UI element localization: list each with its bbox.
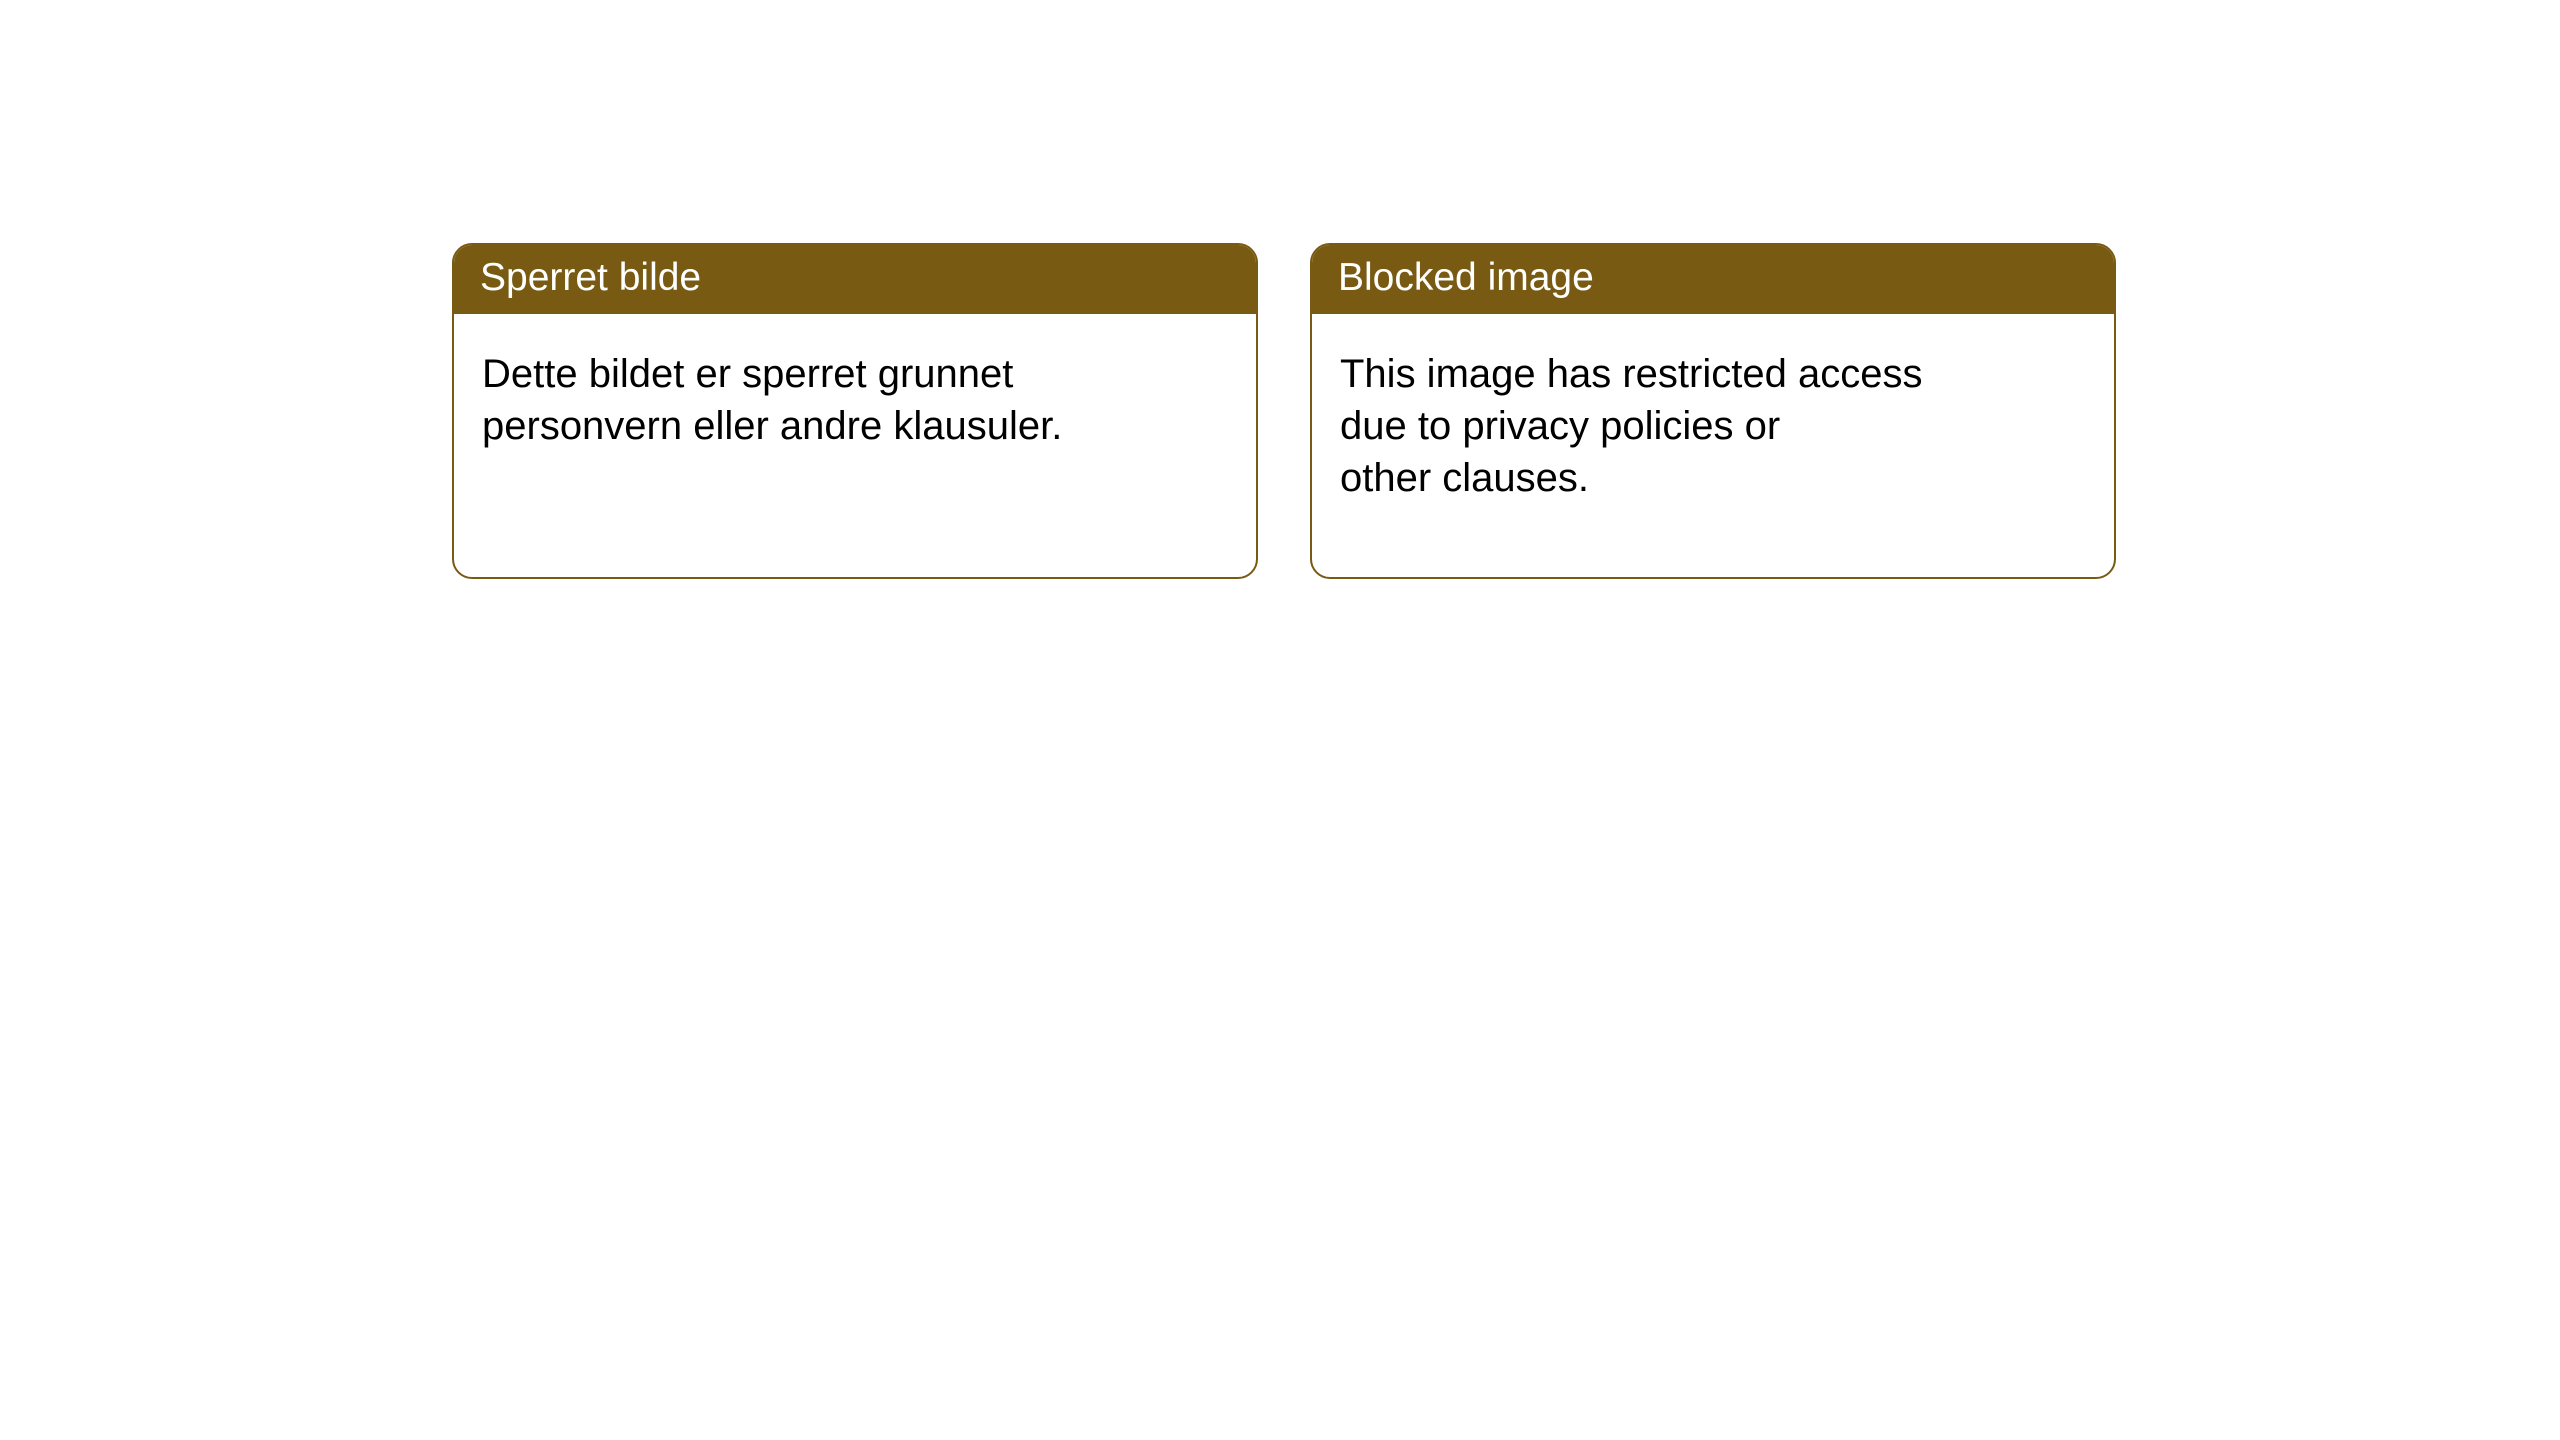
card-body-en: This image has restricted access due to …	[1312, 314, 2012, 532]
card-title-no: Sperret bilde	[480, 256, 701, 299]
card-body-no: Dette bildet er sperret grunnet personve…	[454, 314, 1154, 480]
blocked-image-card-no: Sperret bilde Dette bildet er sperret gr…	[452, 243, 1258, 579]
blocked-image-card-en: Blocked image This image has restricted …	[1310, 243, 2116, 579]
card-header-en: Blocked image	[1312, 245, 2114, 314]
card-header-no: Sperret bilde	[454, 245, 1256, 314]
card-title-en: Blocked image	[1338, 256, 1594, 299]
blocked-image-notices: Sperret bilde Dette bildet er sperret gr…	[452, 243, 2116, 579]
